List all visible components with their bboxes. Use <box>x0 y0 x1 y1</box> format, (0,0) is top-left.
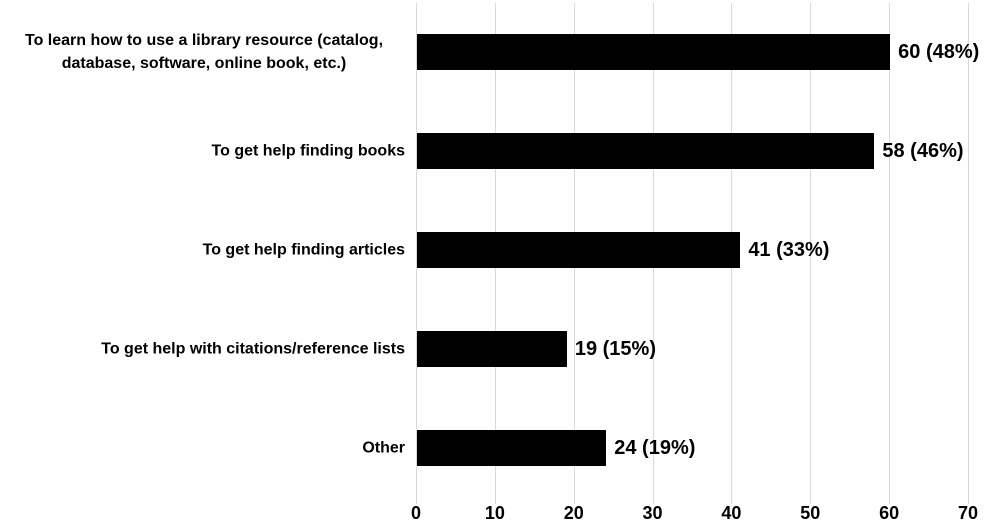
category-label: To get help finding articles <box>202 241 405 259</box>
category-label: To learn how to use a library resource (… <box>24 32 384 73</box>
x-axis-tick-label: 30 <box>642 503 663 523</box>
bar <box>417 429 607 466</box>
category-label: To get help with citations/reference lis… <box>101 340 405 358</box>
category-label: Other <box>362 439 405 457</box>
x-axis-tick-label: 60 <box>879 503 900 523</box>
x-axis-tick <box>416 497 417 504</box>
bar-value-label: 58 (46%) <box>882 140 964 163</box>
bar-value-label: 19 (15%) <box>574 337 656 360</box>
x-axis-tick-label: 70 <box>957 503 979 523</box>
bar <box>417 232 741 268</box>
x-axis-tick <box>889 497 891 504</box>
x-axis-tick <box>573 497 575 504</box>
bar <box>417 34 891 71</box>
x-axis-tick-label: 20 <box>563 503 584 523</box>
x-axis-tick <box>731 497 733 504</box>
x-axis-tick-label: 50 <box>800 503 821 523</box>
bar-value-label: 41 (33%) <box>748 239 830 261</box>
gridline <box>968 3 969 497</box>
bar-value-label: 24 (19%) <box>614 436 696 459</box>
bar <box>417 133 875 170</box>
x-axis-tick <box>810 497 812 504</box>
gridline <box>416 3 417 497</box>
x-axis-tick <box>652 497 654 504</box>
gridline <box>889 3 891 497</box>
x-axis-tick-label: 10 <box>484 503 505 523</box>
bar <box>417 330 567 367</box>
x-axis-tick <box>968 497 969 504</box>
category-label: To get help finding books <box>211 142 405 160</box>
x-axis-tick <box>494 497 496 504</box>
x-axis-tick-label: 0 <box>410 503 422 523</box>
bar-value-label: 60 (48%) <box>898 41 980 64</box>
x-axis-tick-label: 40 <box>721 503 742 523</box>
gridline <box>810 3 812 497</box>
